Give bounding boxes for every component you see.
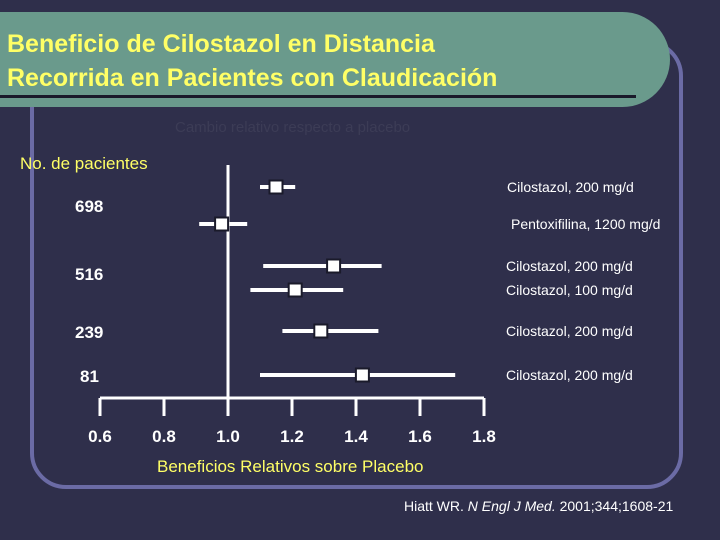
- estimate-marker: [354, 367, 370, 383]
- x-tick-label: 1.6: [408, 427, 432, 446]
- estimate-marker: [268, 179, 284, 195]
- x-tick-label: 1.0: [216, 427, 240, 446]
- x-tick-label: 1.8: [472, 427, 496, 446]
- patients-column-label: No. de pacientes: [20, 154, 148, 173]
- x-tick-label: 0.8: [152, 427, 176, 446]
- patient-count: 516: [75, 265, 103, 284]
- treatment-label: Cilostazol, 200 mg/d: [506, 323, 633, 339]
- title-underline: [0, 95, 636, 98]
- title-line-1: Beneficio de Cilostazol en Distancia: [7, 30, 435, 58]
- citation: Hiatt WR. N Engl J Med. 2001;344;1608-21: [404, 498, 673, 514]
- treatment-label: Pentoxifilina, 1200 mg/d: [511, 216, 660, 232]
- treatment-label: Cilostazol, 100 mg/d: [506, 282, 633, 298]
- estimate-marker: [326, 258, 342, 274]
- patient-count: 239: [75, 323, 103, 342]
- chart-subtitle: Cambio relativo respecto a placebo: [175, 119, 411, 136]
- treatment-label: Cilostazol, 200 mg/d: [506, 258, 633, 274]
- estimate-marker: [287, 282, 303, 298]
- x-tick-label: 1.2: [280, 427, 304, 446]
- title-line-2: Recorrida en Pacientes con Claudicación: [7, 64, 498, 92]
- estimate-marker: [214, 216, 230, 232]
- treatment-label: Cilostazol, 200 mg/d: [507, 179, 634, 195]
- patient-count: 698: [75, 197, 103, 216]
- citation-details: 2001;344;1608-21: [559, 498, 674, 514]
- estimate-marker: [313, 323, 329, 339]
- citation-journal: N Engl J Med.: [467, 498, 556, 514]
- x-tick-label: 1.4: [344, 427, 368, 446]
- x-tick-label: 0.6: [88, 427, 112, 446]
- citation-author: Hiatt WR.: [404, 498, 464, 514]
- patient-count: 81: [80, 367, 99, 386]
- treatment-label: Cilostazol, 200 mg/d: [506, 367, 633, 383]
- title-banner: Beneficio de Cilostazol en Distancia Rec…: [0, 12, 670, 107]
- x-axis-title: Beneficios Relativos sobre Placebo: [157, 457, 424, 476]
